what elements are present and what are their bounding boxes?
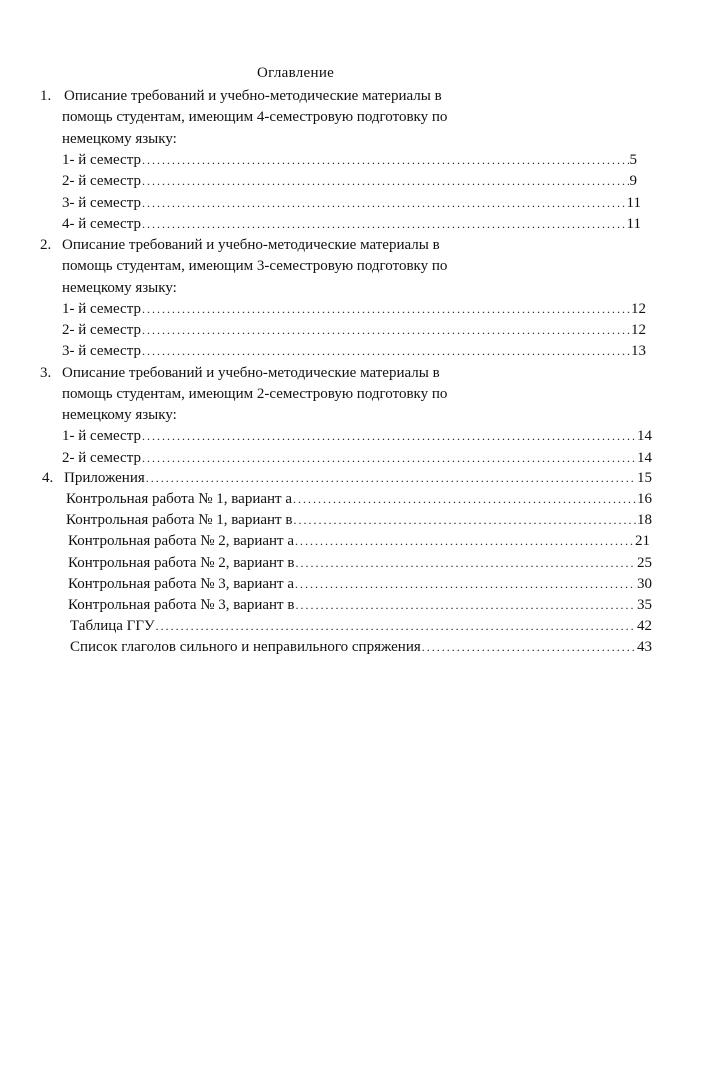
entry-label: Таблица ГГУ: [70, 618, 155, 634]
entry-page: 12: [631, 322, 646, 338]
entry-label: Контрольная работа № 2, вариант в: [68, 555, 295, 571]
dot-leader: [142, 427, 636, 445]
section-3-number: 3.: [40, 365, 52, 381]
toc-entry[interactable]: 1- й семестр 5: [62, 151, 637, 169]
entry-page: 11: [626, 195, 641, 211]
toc-entry[interactable]: Таблица ГГУ 42: [70, 617, 652, 635]
entry-label: 3- й семестр: [62, 195, 141, 211]
dot-leader: [293, 511, 636, 529]
entry-page: 42: [637, 618, 652, 634]
entry-label: Приложения: [64, 470, 145, 486]
entry-label: 3- й семестр: [62, 343, 141, 359]
entry-page: 15: [637, 470, 652, 486]
section-2-number: 2.: [40, 237, 52, 253]
toc-entry[interactable]: Контрольная работа № 2, вариант в 25: [68, 554, 652, 572]
toc-entry[interactable]: 4- й семестр 11: [62, 215, 641, 233]
section-2-heading: Описание требований и учебно-методически…: [62, 237, 440, 253]
dot-leader: [142, 151, 629, 169]
entry-page: 12: [631, 301, 646, 317]
section-1-number: 1.: [40, 88, 52, 104]
toc-entry-appendices[interactable]: Приложения 15: [64, 469, 652, 487]
dot-leader: [142, 342, 630, 360]
section-4-number: 4.: [42, 470, 54, 486]
entry-page: 30: [637, 576, 652, 592]
dot-leader: [142, 321, 630, 339]
entry-label: 1- й семестр: [62, 301, 141, 317]
entry-label: 2- й семестр: [62, 173, 141, 189]
section-3-heading: Описание требований и учебно-методически…: [62, 365, 440, 381]
section-1-heading: помощь студентам, имеющим 4-семестровую …: [62, 109, 448, 125]
entry-label: Список глаголов сильного и неправильного…: [70, 639, 421, 655]
entry-label: 4- й семестр: [62, 216, 141, 232]
toc-entry[interactable]: 3- й семестр 13: [62, 342, 646, 360]
dot-leader: [142, 300, 630, 318]
entry-page: 35: [637, 597, 652, 613]
toc-entry[interactable]: Контрольная работа № 3, вариант а 30: [68, 575, 652, 593]
entry-page: 18: [637, 512, 652, 528]
dot-leader: [295, 554, 636, 572]
dot-leader: [142, 449, 636, 467]
entry-label: 1- й семестр: [62, 428, 141, 444]
toc-entry[interactable]: Контрольная работа № 3, вариант в 35: [68, 596, 652, 614]
entry-page: 5: [629, 152, 638, 168]
toc-entry[interactable]: 2- й семестр 9: [62, 172, 637, 190]
toc-title: Оглавление: [257, 65, 335, 81]
entry-page: 9: [629, 173, 638, 189]
entry-page: 11: [626, 216, 641, 232]
toc-entry[interactable]: 1- й семестр 14: [62, 427, 652, 445]
dot-leader: [422, 638, 636, 656]
entry-page: 25: [637, 555, 652, 571]
toc-entry[interactable]: Контрольная работа № 1, вариант а 16: [66, 490, 652, 508]
section-2-heading: немецкому языку:: [62, 280, 177, 296]
dot-leader: [142, 215, 626, 233]
entry-page: 14: [637, 450, 652, 466]
dot-leader: [156, 617, 636, 635]
dot-leader: [146, 469, 636, 487]
entry-label: Контрольная работа № 2, вариант а: [68, 533, 295, 549]
entry-label: Контрольная работа № 3, вариант а: [68, 576, 295, 592]
entry-label: 2- й семестр: [62, 322, 141, 338]
dot-leader: [295, 532, 634, 550]
section-2-heading: помощь студентам, имеющим 3-семестровую …: [62, 258, 448, 274]
section-3-heading: немецкому языку:: [62, 407, 177, 423]
toc-entry[interactable]: 2- й семестр 12: [62, 321, 646, 339]
toc-entry[interactable]: Контрольная работа № 1, вариант в 18: [66, 511, 652, 529]
section-1-heading: немецкому языку:: [62, 131, 177, 147]
section-1-heading: Описание требований и учебно-методически…: [64, 88, 442, 104]
toc-entry[interactable]: Список глаголов сильного и неправильного…: [70, 638, 652, 656]
entry-label: 2- й семестр: [62, 450, 141, 466]
toc-entry[interactable]: 1- й семестр 12: [62, 300, 646, 318]
dot-leader: [142, 194, 626, 212]
toc-entry[interactable]: 2- й семестр 14: [62, 449, 652, 467]
entry-page: 14: [637, 428, 652, 444]
entry-page: 21: [635, 533, 650, 549]
entry-label: Контрольная работа № 1, вариант а: [66, 491, 293, 507]
entry-label: 1- й семестр: [62, 152, 141, 168]
toc-entry[interactable]: 3- й семестр 11: [62, 194, 641, 212]
entry-label: Контрольная работа № 3, вариант в: [68, 597, 295, 613]
entry-page: 16: [637, 491, 652, 507]
section-3-heading: помощь студентам, имеющим 2-семестровую …: [62, 386, 448, 402]
dot-leader: [142, 172, 629, 190]
entry-label: Контрольная работа № 1, вариант в: [66, 512, 293, 528]
entry-page: 13: [631, 343, 646, 359]
toc-entry[interactable]: Контрольная работа № 2, вариант а 21: [68, 532, 650, 550]
dot-leader: [293, 490, 636, 508]
dot-leader: [295, 596, 636, 614]
dot-leader: [295, 575, 636, 593]
entry-page: 43: [637, 639, 652, 655]
